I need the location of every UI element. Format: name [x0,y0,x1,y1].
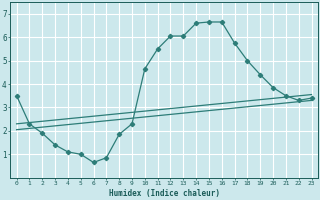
X-axis label: Humidex (Indice chaleur): Humidex (Indice chaleur) [108,189,220,198]
